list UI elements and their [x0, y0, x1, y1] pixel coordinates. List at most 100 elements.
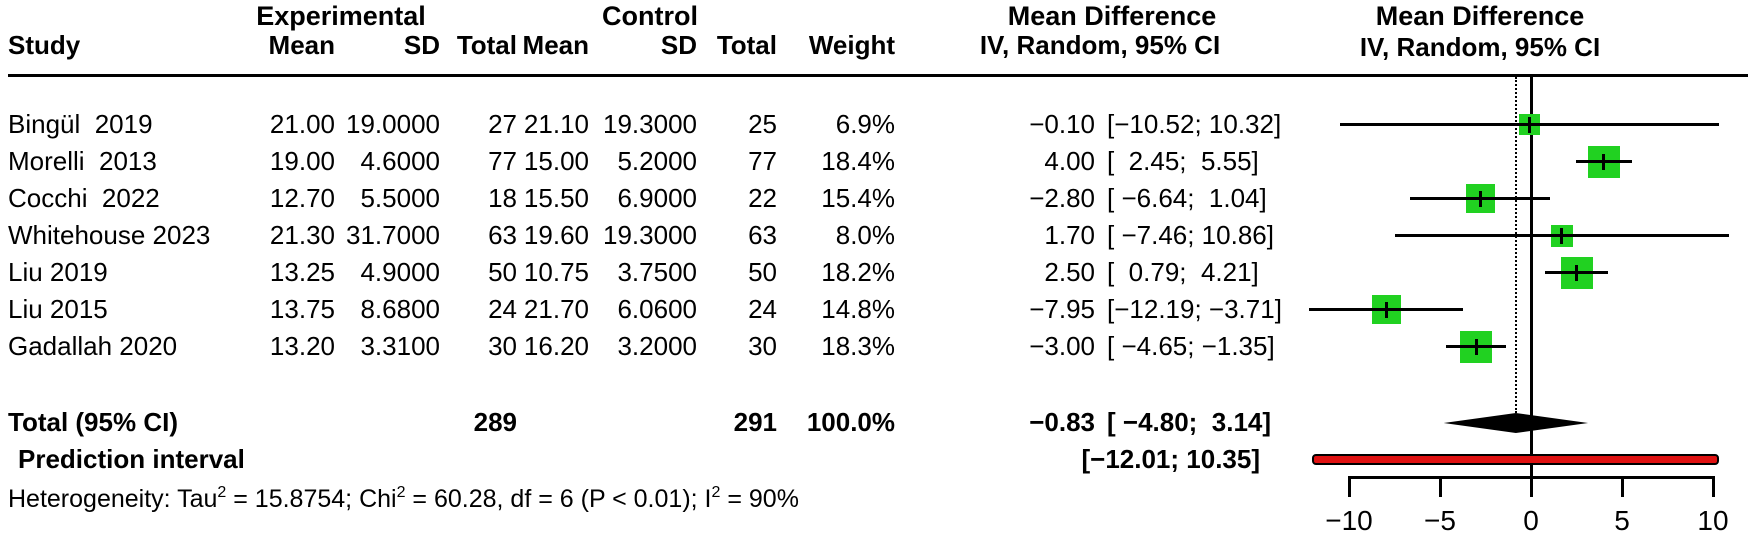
- x-axis-tick: [1347, 476, 1351, 497]
- cell-weight: 6.9%: [835, 109, 895, 139]
- heterogeneity-note: Heterogeneity: Tau2 = 15.8754; Chi2 = 60…: [8, 481, 799, 518]
- cell-ci: [ −4.65; −1.35]: [1107, 331, 1275, 361]
- cell-weight: 14.8%: [821, 294, 895, 324]
- het-text: = 60.28, df = 6 (P < 0.01); I: [405, 485, 712, 513]
- total-ci: [ −4.80; 3.14]: [1107, 407, 1272, 437]
- cell-weight: 18.3%: [821, 331, 895, 361]
- cell-ci: [ 0.79; 4.21]: [1107, 257, 1259, 287]
- pooled-effect-dotted-line: [1514, 77, 1517, 413]
- plot-header-iv-random-ci: IV, Random, 95% CI: [1359, 32, 1601, 62]
- cell-study: Gadallah 2020: [8, 331, 178, 361]
- cell-total-exp: 24: [488, 294, 517, 324]
- prediction-ci: [−12.01; 10.35]: [1081, 444, 1260, 474]
- cell-sd-exp: 4.9000: [360, 257, 440, 287]
- prediction-interval-row: Prediction interval [−12.01; 10.35]: [8, 441, 1305, 478]
- cell-sd-exp: 3.3100: [360, 331, 440, 361]
- cell-ci: [−10.52; 10.32]: [1107, 109, 1282, 139]
- study-point-tick: [1560, 227, 1564, 244]
- cell-mean-exp: 21.30: [269, 220, 335, 250]
- cell-sd-exp: 8.6800: [360, 294, 440, 324]
- study-row: Liu 2015 13.75 8.6800 24 21.70 6.0600 24 14.8% −…: [8, 291, 1305, 328]
- cell-mean-exp: 13.20: [269, 331, 335, 361]
- zero-reference-line: [1529, 77, 1533, 479]
- cell-md: 2.50: [1044, 257, 1095, 287]
- header-weight: Weight: [808, 30, 895, 60]
- cell-md: −7.95: [1029, 294, 1095, 324]
- cell-mean-exp: 19.00: [269, 146, 335, 176]
- cell-sd-ctrl: 6.9000: [617, 183, 697, 213]
- het-sup: 2: [396, 484, 406, 501]
- cell-sd-exp: 5.5000: [360, 183, 440, 213]
- cell-mean-ctrl: 15.00: [523, 146, 589, 176]
- x-axis-tick-label: 0: [1523, 505, 1539, 536]
- total-exp-n: 289: [473, 407, 517, 437]
- cell-mean-exp: 13.25: [269, 257, 335, 287]
- cell-total-ctrl: 30: [748, 331, 777, 361]
- study-row: Liu 2019 13.25 4.9000 50 10.75 3.7500 50 18.2% 2…: [8, 254, 1305, 291]
- cell-mean-ctrl: 16.20: [523, 331, 589, 361]
- x-axis-tick: [1438, 476, 1442, 497]
- cell-sd-ctrl: 19.3000: [603, 109, 697, 139]
- header-mean-exp: Mean: [268, 30, 335, 60]
- x-axis-tick-label: −10: [1325, 505, 1373, 536]
- cell-mean-ctrl: 21.70: [523, 294, 589, 324]
- cell-mean-exp: 21.00: [269, 109, 335, 139]
- het-sup: 2: [217, 484, 227, 501]
- cell-mean-ctrl: 15.50: [523, 183, 589, 213]
- cell-total-ctrl: 63: [748, 220, 777, 250]
- table-header-row: Study Mean SD Total Mean SD Total Weight…: [8, 28, 1305, 62]
- cell-weight: 18.2%: [821, 257, 895, 287]
- study-point-tick: [1575, 264, 1578, 281]
- cell-total-exp: 30: [488, 331, 517, 361]
- header-study: Study: [8, 30, 81, 60]
- study-row: Cocchi 2022 12.70 5.5000 18 15.50 6.9000 22 15.…: [8, 180, 1305, 217]
- cell-study: Liu 2019: [8, 257, 108, 287]
- cell-ci: [ 2.45; 5.55]: [1107, 146, 1259, 176]
- study-point-tick: [1478, 190, 1482, 207]
- header-iv-random-ci: IV, Random, 95% CI: [979, 30, 1221, 60]
- cell-sd-exp: 4.6000: [360, 146, 440, 176]
- het-text: Heterogeneity: Tau: [8, 485, 218, 513]
- cell-md: 1.70: [1044, 220, 1095, 250]
- cell-sd-ctrl: 6.0600: [617, 294, 697, 324]
- cell-md: 4.00: [1044, 146, 1095, 176]
- header-mean-ctrl: Mean: [522, 30, 589, 60]
- cell-md: −0.10: [1029, 109, 1095, 139]
- cell-sd-exp: 19.0000: [346, 109, 440, 139]
- study-row: Morelli 2013 19.00 4.6000 77 15.00 5.2000 77 18…: [8, 143, 1305, 180]
- study-row: Bingül 2019 21.00 19.0000 27 21.10 19.3000 25 6…: [8, 106, 1305, 143]
- het-sup: 2: [711, 484, 721, 501]
- study-point-tick: [1384, 301, 1388, 318]
- total-ctrl-n: 291: [733, 407, 777, 437]
- x-axis-tick-label: 5: [1614, 505, 1630, 536]
- study-row: Gadallah 2020 13.20 3.3100 30 16.20 3.2000 30 1…: [8, 328, 1305, 365]
- cell-total-exp: 77: [488, 146, 517, 176]
- x-axis-tick-label: 10: [1697, 505, 1729, 536]
- header-sd-exp: SD: [403, 30, 440, 60]
- x-axis-tick: [1711, 476, 1715, 497]
- cell-study: Liu 2015: [8, 294, 108, 324]
- total-weight: 100.0%: [806, 407, 895, 437]
- cell-study: Morelli 2013: [8, 146, 157, 176]
- cell-mean-exp: 12.70: [269, 183, 335, 213]
- x-axis-tick: [1620, 476, 1624, 497]
- cell-sd-ctrl: 5.2000: [617, 146, 697, 176]
- study-row: Whitehouse 2023 21.30 31.7000 63 19.60 19.300…: [8, 217, 1305, 254]
- cell-total-ctrl: 25: [748, 109, 777, 139]
- x-axis-tick-label: −5: [1424, 505, 1456, 536]
- x-axis-tick: [1529, 476, 1533, 497]
- cell-mean-exp: 13.75: [269, 294, 335, 324]
- cell-mean-ctrl: 19.60: [523, 220, 589, 250]
- cell-weight: 15.4%: [821, 183, 895, 213]
- cell-study: Cocchi 2022: [8, 183, 160, 213]
- header-total-exp: Total: [456, 30, 517, 60]
- cell-sd-ctrl: 3.7500: [617, 257, 697, 287]
- cell-study: Whitehouse 2023: [8, 220, 211, 250]
- header-sd-ctrl: SD: [660, 30, 697, 60]
- group-header-control: Control: [602, 1, 698, 31]
- cell-sd-ctrl: 3.2000: [617, 331, 697, 361]
- cell-ci: [ −7.46; 10.86]: [1107, 220, 1274, 250]
- prediction-label: Prediction interval: [18, 444, 245, 474]
- study-point-tick: [1527, 116, 1531, 133]
